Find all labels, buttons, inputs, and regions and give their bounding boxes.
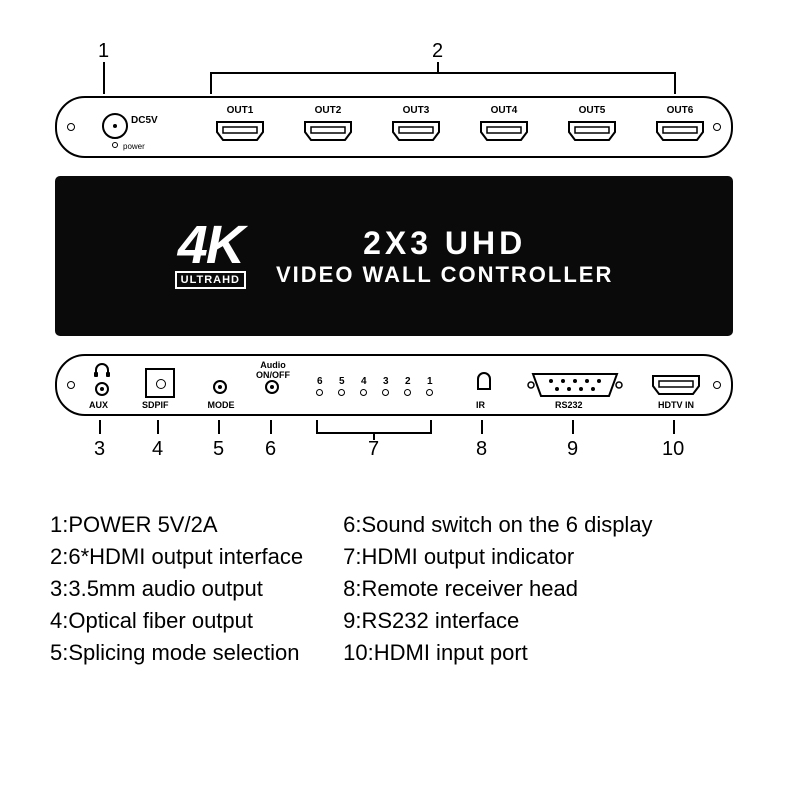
led-num-3: 3 xyxy=(383,376,389,387)
bracket-2-stem xyxy=(437,62,439,72)
callout-10: 10 xyxy=(662,438,684,461)
dc5v-label: DC5V xyxy=(131,115,158,126)
device-title-line2: VIDEO WALL CONTROLLER xyxy=(276,262,613,288)
hdmi-out2-port-icon xyxy=(303,120,353,142)
tick-6 xyxy=(270,420,272,434)
legend-item-2: 2:6*HDMI output interface xyxy=(50,544,303,570)
ir-receiver-icon xyxy=(477,372,491,390)
tick-4 xyxy=(157,420,159,434)
legend: 1:POWER 5V/2A 2:6*HDMI output interface … xyxy=(50,512,750,666)
logo-4k-ultrahd: 4K ULTRAHD xyxy=(175,223,246,289)
spdif-port-icon xyxy=(145,368,175,398)
callout-4: 4 xyxy=(152,438,163,461)
led-dot-icon xyxy=(404,389,411,396)
mode-button-icon xyxy=(213,380,227,394)
legend-item-5: 5:Splicing mode selection xyxy=(50,640,303,666)
led-dot-icon xyxy=(426,389,433,396)
hdtv-in-label: HDTV IN xyxy=(651,400,701,410)
hdmi-out1-port-icon xyxy=(215,120,265,142)
screw-hole-icon xyxy=(67,381,75,389)
device-front-panel: AUX SDPIF MODE Audio ON/OFF 6 5 4 3 2 1 … xyxy=(55,354,733,416)
led-num-2: 2 xyxy=(405,376,411,387)
rs232-label: RS232 xyxy=(555,400,583,410)
hdmi-out4-port-icon xyxy=(479,120,529,142)
bracket-2-left xyxy=(210,72,212,94)
hdmi-out3-port-icon xyxy=(391,120,441,142)
hdmi-out6-port-icon xyxy=(655,120,705,142)
device-title: 2X3 UHD VIDEO WALL CONTROLLER xyxy=(276,225,613,288)
hdmi-in-port-icon xyxy=(651,374,701,396)
audio-button-icon xyxy=(265,380,279,394)
callout-5: 5 xyxy=(213,438,224,461)
out5-label: OUT5 xyxy=(567,105,617,116)
ir-label: IR xyxy=(476,400,485,410)
led-dot-icon xyxy=(382,389,389,396)
led-num-6: 6 xyxy=(317,376,323,387)
tick-1 xyxy=(103,62,105,94)
out2-label: OUT2 xyxy=(303,105,353,116)
tick-5 xyxy=(218,420,220,434)
bracket-2-right xyxy=(674,72,676,94)
headphone-icon xyxy=(93,362,111,383)
led-num-4: 4 xyxy=(361,376,367,387)
power-led-icon xyxy=(112,142,118,148)
logo-ultrahd-text: ULTRAHD xyxy=(175,271,246,289)
legend-item-9: 9:RS232 interface xyxy=(343,608,652,634)
device-title-line1: 2X3 UHD xyxy=(276,225,613,262)
callout-3: 3 xyxy=(94,438,105,461)
legend-col-2: 6:Sound switch on the 6 display 7:HDMI o… xyxy=(343,512,652,666)
audio-label-line2: ON/OFF xyxy=(249,370,297,380)
callout-6: 6 xyxy=(265,438,276,461)
led-num-5: 5 xyxy=(339,376,345,387)
spdif-label: SDPIF xyxy=(142,400,169,410)
rs232-port-icon xyxy=(527,370,623,400)
power-led-label: power xyxy=(123,142,145,151)
out1-label: OUT1 xyxy=(215,105,265,116)
screw-hole-icon xyxy=(67,123,75,131)
dc-power-jack-icon xyxy=(102,113,128,139)
callout-1: 1 xyxy=(98,40,109,63)
callout-9: 9 xyxy=(567,438,578,461)
led-dot-icon xyxy=(360,389,367,396)
tick-9 xyxy=(572,420,574,434)
led-dot-icon xyxy=(316,389,323,396)
mode-label: MODE xyxy=(204,400,238,410)
logo-4k-text: 4K xyxy=(175,223,246,269)
tick-8 xyxy=(481,420,483,434)
aux-label: AUX xyxy=(89,400,108,410)
legend-item-6: 6:Sound switch on the 6 display xyxy=(343,512,652,538)
legend-item-10: 10:HDMI input port xyxy=(343,640,652,666)
out3-label: OUT3 xyxy=(391,105,441,116)
legend-item-8: 8:Remote receiver head xyxy=(343,576,652,602)
bracket-2-horizontal xyxy=(210,72,676,74)
out6-label: OUT6 xyxy=(655,105,705,116)
screw-hole-icon xyxy=(713,123,721,131)
callout-2: 2 xyxy=(432,40,443,63)
aux-jack-icon xyxy=(95,382,109,396)
hdmi-out5-port-icon xyxy=(567,120,617,142)
tick-10 xyxy=(673,420,675,434)
legend-item-7: 7:HDMI output indicator xyxy=(343,544,652,570)
legend-item-3: 3:3.5mm audio output xyxy=(50,576,303,602)
device-rear-panel: DC5V power OUT1 OUT2 OUT3 OUT4 OUT5 OUT6 xyxy=(55,96,733,158)
device-top-view: 4K ULTRAHD 2X3 UHD VIDEO WALL CONTROLLER xyxy=(55,176,733,336)
screw-hole-icon xyxy=(713,381,721,389)
out4-label: OUT4 xyxy=(479,105,529,116)
callout-7: 7 xyxy=(368,438,379,461)
legend-item-4: 4:Optical fiber output xyxy=(50,608,303,634)
callout-8: 8 xyxy=(476,438,487,461)
audio-label-line1: Audio xyxy=(253,360,293,370)
legend-item-1: 1:POWER 5V/2A xyxy=(50,512,303,538)
led-num-1: 1 xyxy=(427,376,433,387)
legend-col-1: 1:POWER 5V/2A 2:6*HDMI output interface … xyxy=(50,512,303,666)
tick-3 xyxy=(99,420,101,434)
led-dot-icon xyxy=(338,389,345,396)
